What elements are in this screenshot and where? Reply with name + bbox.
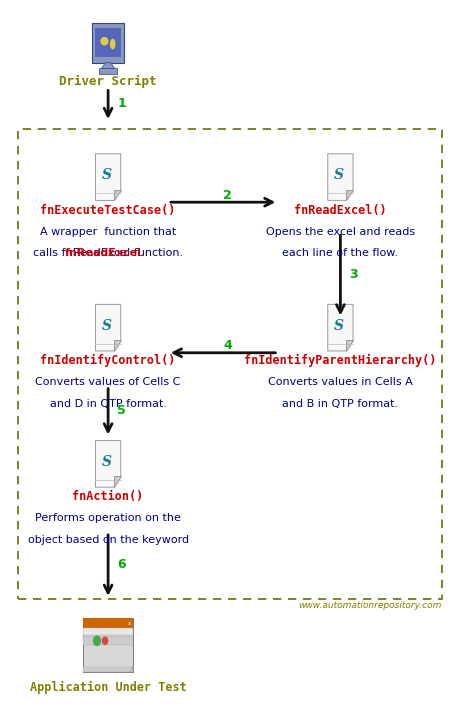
Text: Performs operation on the: Performs operation on the: [35, 513, 181, 523]
Text: fnExecuteTestCase(): fnExecuteTestCase(): [40, 204, 175, 217]
Text: fnReadExcel: fnReadExcel: [64, 248, 141, 258]
Ellipse shape: [93, 635, 101, 646]
Polygon shape: [95, 153, 120, 200]
FancyBboxPatch shape: [92, 23, 124, 63]
Ellipse shape: [110, 39, 115, 49]
Text: www.automationrepository.com: www.automationrepository.com: [297, 601, 441, 609]
Polygon shape: [114, 189, 120, 200]
Text: x: x: [128, 621, 131, 626]
Polygon shape: [114, 476, 120, 488]
Text: each line of the flow.: each line of the flow.: [282, 248, 397, 258]
Polygon shape: [346, 340, 353, 351]
Text: S: S: [101, 318, 112, 333]
Text: S: S: [333, 318, 343, 333]
Text: Converts values in Cells A: Converts values in Cells A: [268, 377, 412, 387]
Text: and B in QTP format.: and B in QTP format.: [282, 399, 397, 409]
Bar: [83, 628, 133, 635]
Text: fnIdentifyParentHierarchy(): fnIdentifyParentHierarchy(): [244, 354, 436, 367]
Text: fnReadExcel(): fnReadExcel(): [293, 204, 386, 217]
Text: 5: 5: [117, 404, 126, 417]
Text: 1: 1: [117, 97, 126, 110]
Ellipse shape: [101, 637, 108, 645]
Polygon shape: [327, 153, 353, 200]
Bar: [83, 667, 133, 673]
Text: Converts values of Cells C: Converts values of Cells C: [35, 377, 180, 387]
Text: calls fnReadExcel function.: calls fnReadExcel function.: [33, 248, 183, 258]
Bar: [95, 29, 121, 57]
Text: S: S: [333, 168, 343, 182]
Polygon shape: [101, 63, 114, 68]
Polygon shape: [327, 304, 353, 351]
Bar: [83, 636, 133, 645]
Polygon shape: [114, 340, 120, 351]
Text: S: S: [101, 455, 112, 469]
Text: 4: 4: [223, 339, 231, 352]
Text: Driver Script: Driver Script: [59, 75, 157, 88]
Bar: [83, 618, 133, 673]
Text: Application Under Test: Application Under Test: [30, 681, 186, 694]
Text: 2: 2: [223, 189, 231, 201]
Text: S: S: [101, 168, 112, 182]
Text: fnAction(): fnAction(): [73, 490, 143, 503]
Text: 6: 6: [117, 559, 126, 571]
Text: Opens the excel and reads: Opens the excel and reads: [265, 227, 414, 237]
Text: 3: 3: [349, 268, 358, 281]
Text: object based on the keyword: object based on the keyword: [28, 535, 188, 545]
Ellipse shape: [100, 37, 108, 45]
Polygon shape: [346, 189, 353, 200]
Text: fnIdentifyControl(): fnIdentifyControl(): [40, 354, 175, 367]
Text: A wrapper  function that: A wrapper function that: [40, 227, 176, 237]
Bar: [83, 618, 133, 628]
Bar: [99, 68, 117, 74]
Polygon shape: [95, 304, 120, 351]
Polygon shape: [95, 440, 120, 488]
Text: and D in QTP format.: and D in QTP format.: [50, 399, 166, 409]
